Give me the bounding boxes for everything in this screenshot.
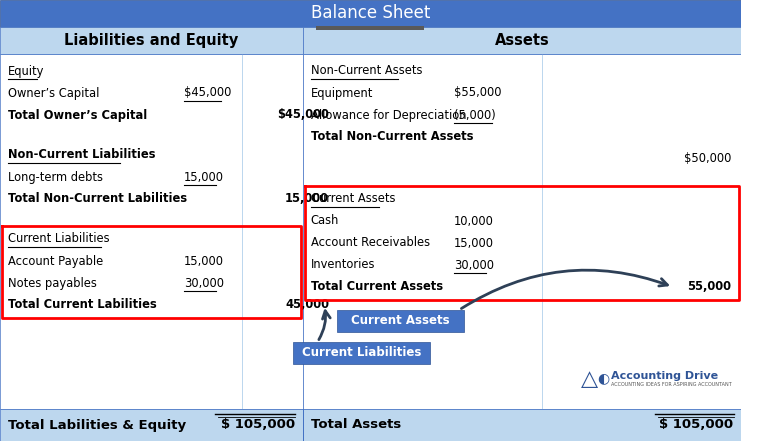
Text: Current Assets: Current Assets	[310, 193, 395, 206]
Text: 15,000: 15,000	[454, 236, 494, 250]
Text: 15,000: 15,000	[184, 254, 224, 268]
Bar	[242, 54, 243, 409]
Text: Current Liabilities: Current Liabilities	[8, 232, 109, 246]
Text: Total Non-Current Labilities: Total Non-Current Labilities	[8, 193, 187, 206]
Text: Accounting Drive: Accounting Drive	[612, 371, 719, 381]
Bar	[317, 26, 424, 30]
Text: Liabilities and Equity: Liabilities and Equity	[65, 33, 238, 48]
Text: 10,000: 10,000	[454, 214, 494, 228]
Bar	[542, 54, 543, 409]
Bar	[303, 409, 304, 441]
Text: Cash: Cash	[310, 214, 339, 228]
Bar	[293, 342, 430, 364]
Bar	[303, 27, 742, 54]
Text: 30,000: 30,000	[184, 277, 224, 289]
Bar	[0, 54, 303, 409]
Text: Assets: Assets	[495, 33, 550, 48]
Text: ◐: ◐	[598, 371, 610, 385]
Text: Total Current Labilities: Total Current Labilities	[8, 299, 156, 311]
Text: Notes payables: Notes payables	[8, 277, 96, 289]
Text: Account Payable: Account Payable	[8, 254, 103, 268]
Text: Total Current Assets: Total Current Assets	[310, 280, 442, 294]
Text: Non-Current Assets: Non-Current Assets	[310, 64, 422, 78]
Bar	[303, 54, 742, 409]
Text: (5,000): (5,000)	[454, 108, 496, 122]
Text: Current Assets: Current Assets	[351, 314, 450, 328]
Text: Total Non-Current Assets: Total Non-Current Assets	[310, 131, 473, 143]
Text: Non-Current Liabilities: Non-Current Liabilities	[8, 149, 156, 161]
Text: 15,000: 15,000	[285, 193, 329, 206]
Bar	[337, 310, 464, 332]
Text: $50,000: $50,000	[684, 153, 732, 165]
Bar	[0, 0, 742, 27]
Text: 30,000: 30,000	[454, 258, 494, 272]
Text: △: △	[581, 369, 599, 389]
Text: Equipment: Equipment	[310, 86, 373, 100]
Text: Current Liabilities: Current Liabilities	[301, 347, 421, 359]
Text: Inventories: Inventories	[310, 258, 375, 272]
Text: Total Owner’s Capital: Total Owner’s Capital	[8, 108, 147, 122]
Bar	[0, 409, 742, 441]
Text: Allowance for Depreciation: Allowance for Depreciation	[310, 108, 466, 122]
Text: Owner’s Capital: Owner’s Capital	[8, 86, 99, 100]
Text: $ 105,000: $ 105,000	[660, 419, 733, 431]
Text: 15,000: 15,000	[184, 171, 224, 183]
Text: Long-term debts: Long-term debts	[8, 171, 102, 183]
Bar	[0, 27, 303, 54]
Text: 45,000: 45,000	[285, 299, 329, 311]
Text: Balance Sheet: Balance Sheet	[311, 4, 430, 22]
Text: Equity: Equity	[8, 64, 44, 78]
Text: $45,000: $45,000	[184, 86, 231, 100]
Text: Total Labilities & Equity: Total Labilities & Equity	[8, 419, 186, 431]
Text: $ 105,000: $ 105,000	[221, 419, 295, 431]
Text: Account Receivables: Account Receivables	[310, 236, 430, 250]
Text: $55,000: $55,000	[454, 86, 502, 100]
Text: $45,000: $45,000	[277, 108, 329, 122]
Text: Total Assets: Total Assets	[310, 419, 401, 431]
Text: 55,000: 55,000	[688, 280, 732, 294]
Text: ACCOUNTING IDEAS FOR ASPIRING ACCOUNTANT: ACCOUNTING IDEAS FOR ASPIRING ACCOUNTANT	[612, 382, 732, 387]
